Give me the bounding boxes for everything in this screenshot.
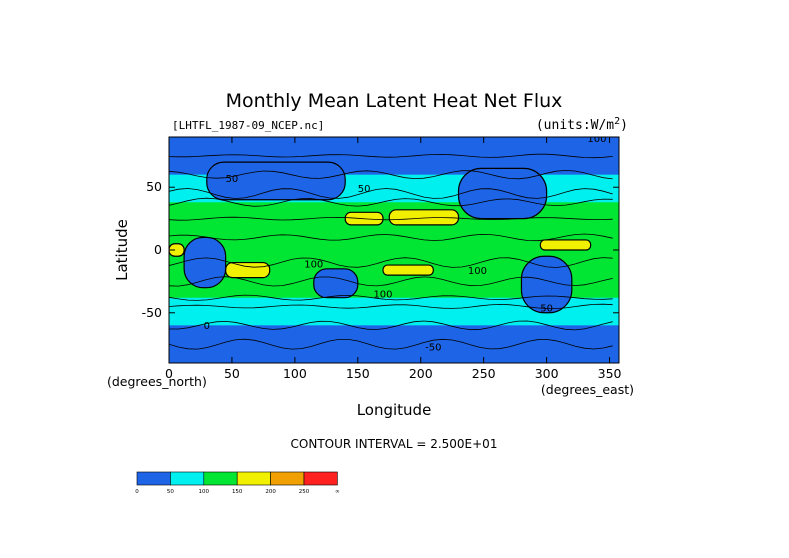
y-tick-label: 0 [154,242,162,257]
flux-region-0-50 [183,236,227,289]
colorbar-swatch [203,471,238,486]
y-tick-label: -50 [142,305,162,320]
colorbar-swatch [270,471,305,486]
contour-label: 100 [587,134,606,145]
contour-line [169,153,613,159]
colorbar-tick-label: 200 [265,489,276,495]
contour-line [169,276,613,287]
flux-region-150-200 [225,261,271,279]
chart-title: Monthly Mean Latent Heat Net Flux [226,90,563,112]
flux-region-150-200 [382,264,434,276]
x-tick-label: 200 [409,366,433,381]
contour-label: 50 [540,304,553,315]
colorbar-tick-label: ∞ [335,489,340,495]
contour-line [169,320,613,331]
colorbar-tick-label: 50 [167,489,174,495]
x-tick-label: 100 [283,366,307,381]
flux-region-0-50 [206,161,346,201]
flux-region-150-200 [169,243,185,257]
contour-line [169,233,613,242]
flux-region-150-200 [539,239,592,251]
contour-label: 0 [204,321,210,332]
x-tick-label: 0 [165,366,173,381]
contour-label: 50 [226,174,239,185]
flux-region-150-200 [388,209,460,226]
colorbar-tick-label: 250 [299,489,310,495]
contour-label: 100 [304,260,323,271]
y-unit-label: (degrees_north) [107,374,207,389]
colorbar-tick-label: 0 [135,489,139,495]
file-label: [LHTFL_1987-09_NCEP.nc] [172,119,324,132]
x-tick-label: 300 [535,366,559,381]
contour-line [169,303,613,309]
x-tick-label: 350 [598,366,622,381]
flux-region-0-50 [313,268,359,299]
colorbar-swatch [236,471,271,486]
contour-line [169,257,613,268]
x-tick-label: 250 [472,366,496,381]
colorbar-tick-label: 150 [232,489,243,495]
flux-region-0-50 [457,167,548,220]
colorbar-swatch [303,471,338,486]
contour-line [169,294,613,301]
x-axis: 0 50 100 150 200 250 300 350 [165,137,622,381]
contour-label: 50 [358,184,371,195]
y-tick-label: 50 [146,179,162,194]
contour-interval-text: CONTOUR INTERVAL = 2.500E+01 [291,437,498,451]
units-label: (units:W/m2) [536,116,628,134]
contour-line [169,338,613,350]
y-axis: 50 0 -50 [142,179,619,320]
colorbar-tick-label: 100 [199,489,210,495]
contour-label: -50 [425,342,441,353]
contour-label: 100 [373,290,392,301]
colorbar-swatch [136,471,171,486]
x-tick-label: 50 [224,366,240,381]
colorbar-swatch [170,471,205,486]
flux-region-0-50 [520,255,573,314]
x-axis-label: Longitude [357,401,432,419]
y-axis-label: Latitude [113,219,131,281]
x-tick-label: 150 [346,366,370,381]
plot-area: 50 50 50 100 100 100 100 0 -50 [169,134,619,363]
contour-line [169,216,613,221]
contour-line [169,169,613,180]
contour-line [169,188,613,199]
colorbar: 0 50 100 150 200 250 ∞ [135,471,340,495]
contour-line [169,197,613,207]
contour-label: 100 [468,266,487,277]
x-unit-label: (degrees_east) [541,382,634,397]
